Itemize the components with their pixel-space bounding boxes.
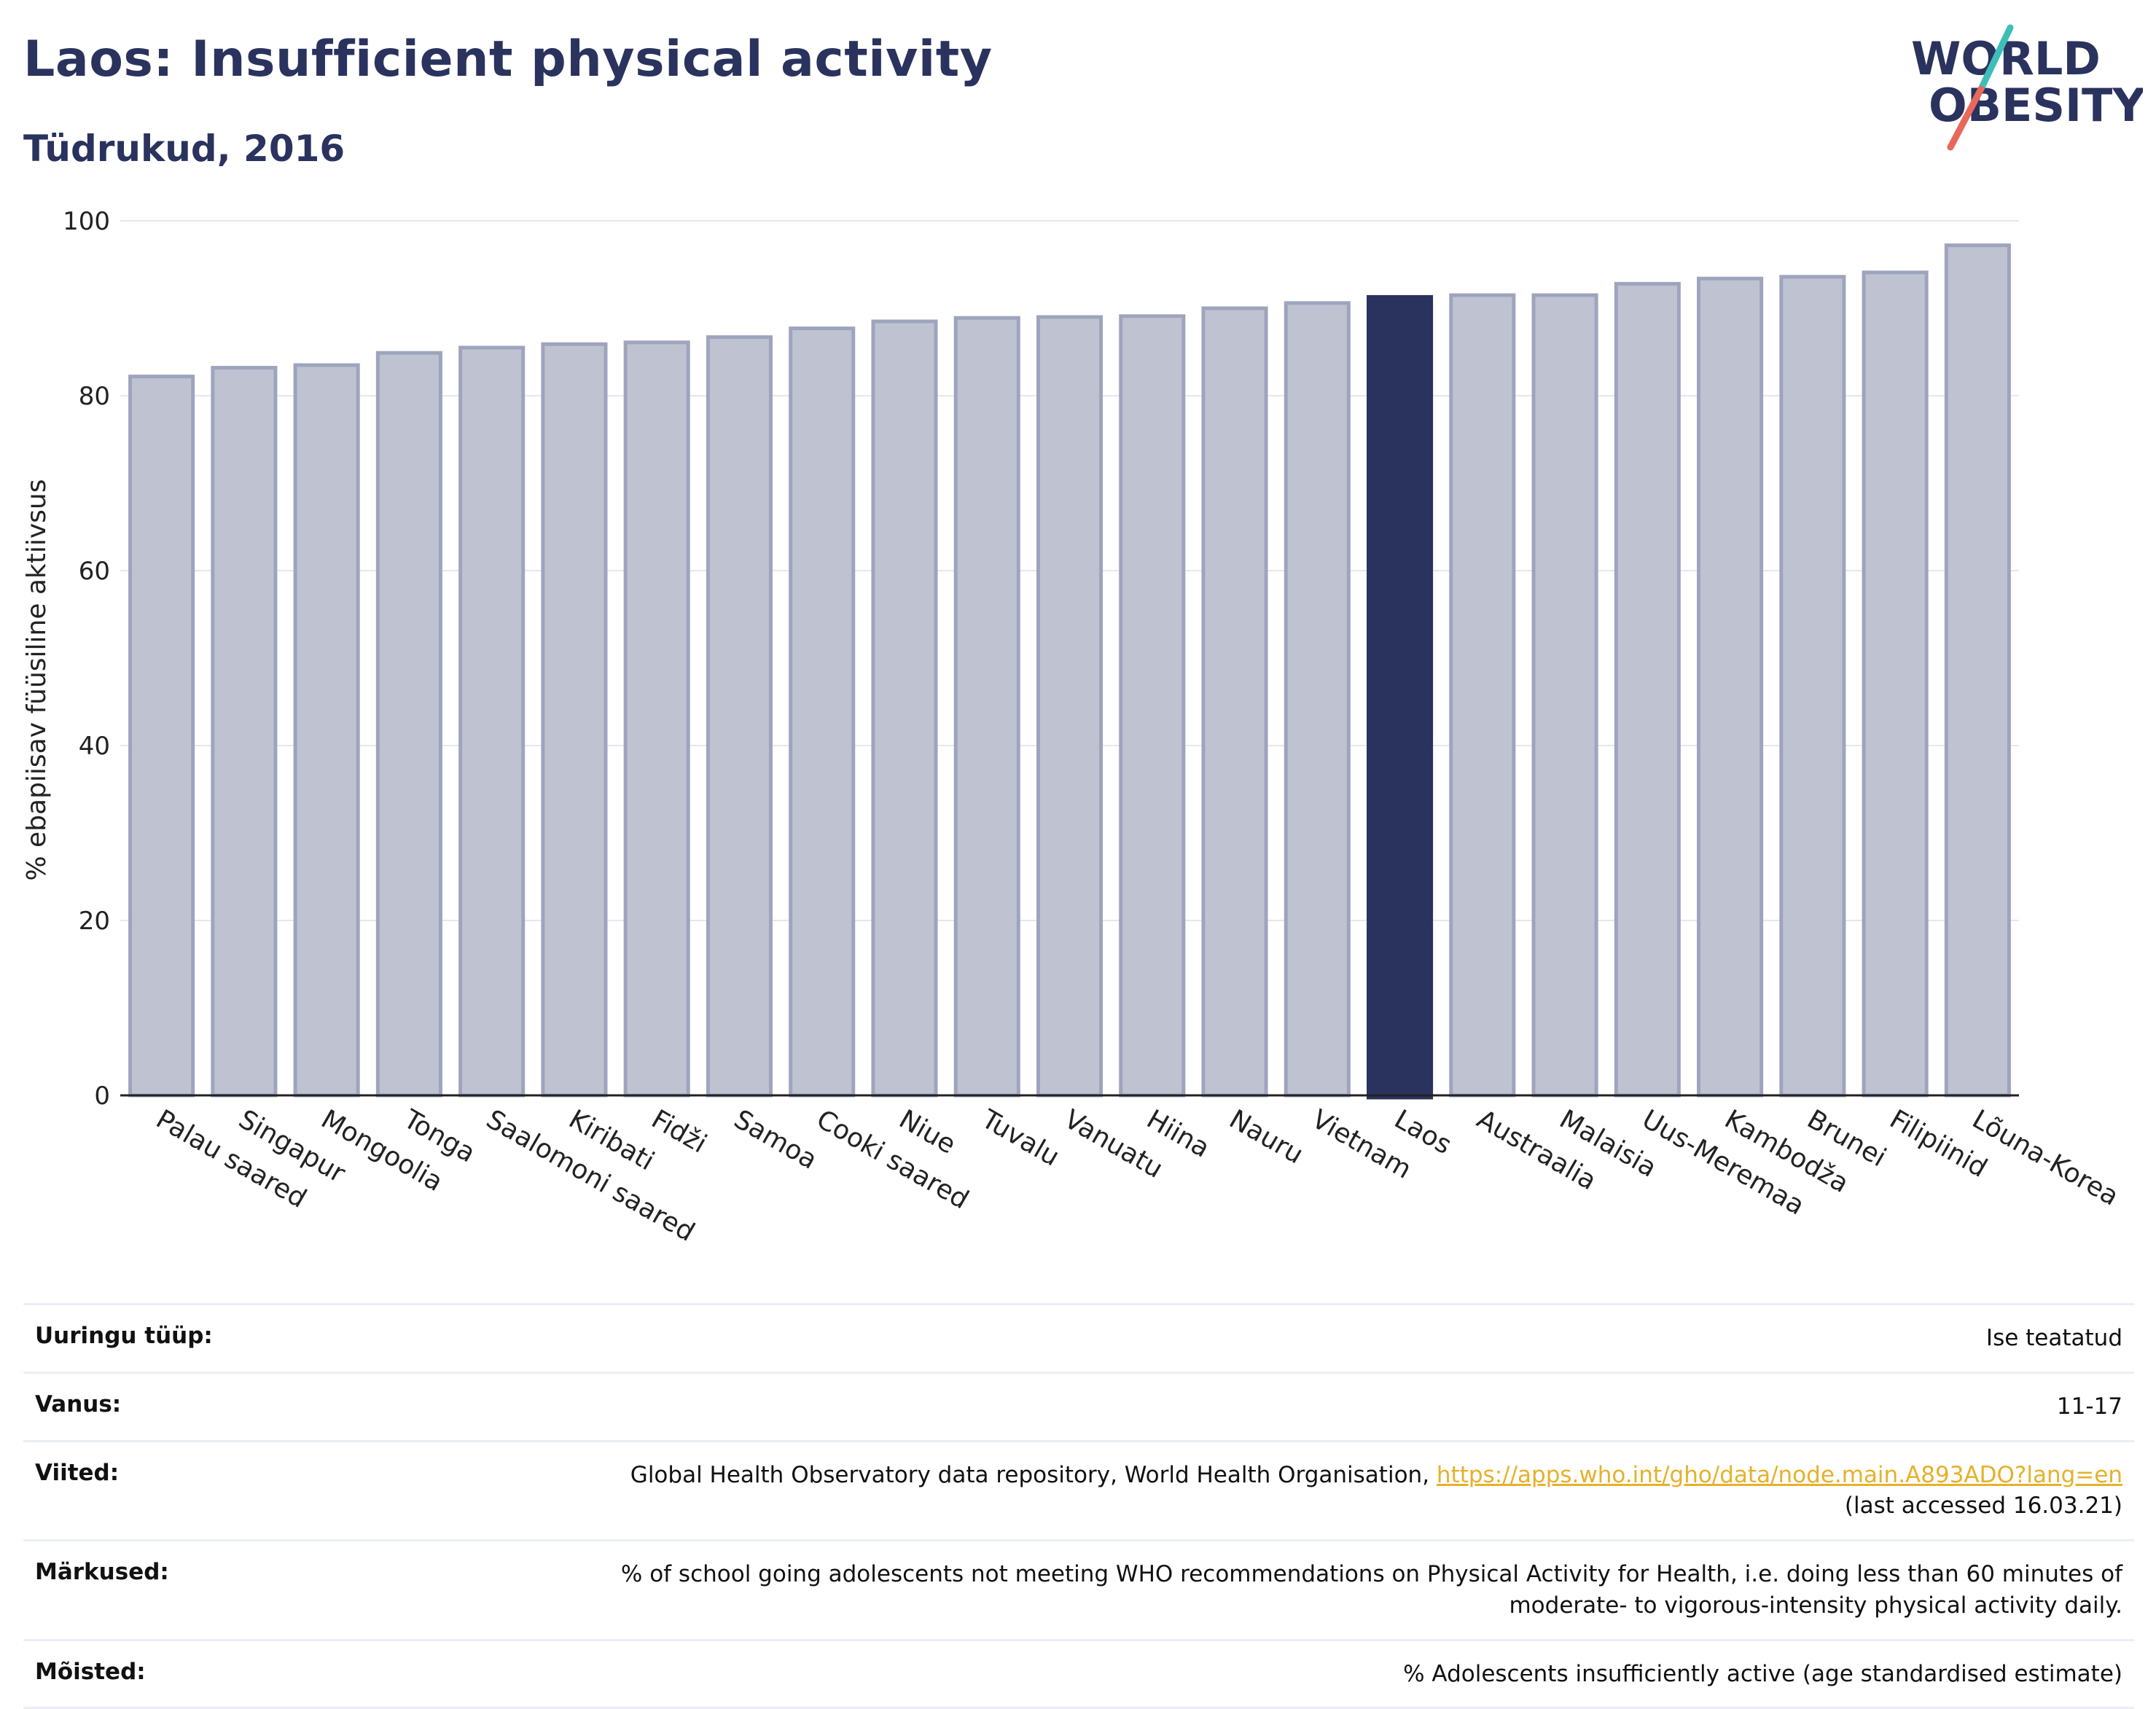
bar-4 xyxy=(458,345,526,1098)
age-value: 11-17 xyxy=(2056,1393,2122,1420)
chart-subtitle: Tüdrukud, 2016 xyxy=(23,128,345,170)
bar-21 xyxy=(1862,270,1929,1098)
references-label: Viited: xyxy=(35,1459,120,1486)
bar-15 xyxy=(1367,294,1434,1100)
x-tick-label-13: Nauru xyxy=(1225,1104,1308,1170)
references-text: Global Health Observatory data repositor… xyxy=(630,1461,1430,1488)
survey-type-label: Uuringu tüüp: xyxy=(35,1323,213,1349)
logo-slash-coral xyxy=(1947,85,1985,151)
notes-line-2: moderate- to vigorous-intensity physical… xyxy=(1509,1592,2122,1619)
definitions-label: Mõisted: xyxy=(35,1658,146,1685)
y-tick-label-0: 0 xyxy=(94,1082,110,1111)
bar-17 xyxy=(1531,293,1598,1098)
meta-row-notes: Märkused: % of school going adolescents … xyxy=(23,1539,2134,1639)
bar-1 xyxy=(211,366,278,1098)
logo-slash-teal xyxy=(1977,24,2014,93)
definitions-value: % Adolescents insufficiently active (age… xyxy=(1403,1660,2122,1687)
meta-row-definitions: Mõisted: % Adolescents insufficiently ac… xyxy=(23,1638,2134,1709)
bar-6 xyxy=(623,340,690,1098)
bar-3 xyxy=(375,351,442,1098)
bar-14 xyxy=(1284,301,1351,1098)
y-tick-label-100: 100 xyxy=(63,207,110,236)
bar-7 xyxy=(706,335,773,1098)
bar-11 xyxy=(1036,315,1104,1098)
bars xyxy=(128,243,2011,1100)
x-tick-label-10: Tuvalu xyxy=(976,1104,1064,1173)
notes-value: % of school going adolescents not meetin… xyxy=(621,1559,2122,1622)
bar-20 xyxy=(1779,275,1846,1098)
meta-row-age: Vanus: 11-17 xyxy=(23,1371,2134,1440)
y-tick-label-60: 60 xyxy=(79,557,110,586)
bar-13 xyxy=(1201,306,1268,1098)
meta-row-survey-type: Uuringu tüüp: Ise teatatud xyxy=(23,1303,2134,1372)
survey-type-value: Ise teatatud xyxy=(1985,1325,2122,1351)
references-value: Global Health Observatory data repositor… xyxy=(630,1460,2122,1522)
y-tick-labels: 0 20 40 60 80 100 xyxy=(63,207,110,1111)
bar-0 xyxy=(128,375,195,1098)
age-label: Vanus: xyxy=(35,1391,122,1417)
y-tick-label-40: 40 xyxy=(79,732,110,761)
x-tick-label-8: Cooki saared xyxy=(811,1104,974,1215)
meta-row-references: Viited: Global Health Observatory data r… xyxy=(23,1439,2134,1540)
notes-line-1: % of school going adolescents not meetin… xyxy=(620,1561,2122,1588)
bar-22 xyxy=(1944,243,2011,1098)
y-tick-label-80: 80 xyxy=(79,382,110,411)
bar-2 xyxy=(293,363,360,1098)
references-accessed: (last accessed 16.03.21) xyxy=(1844,1493,2122,1520)
bar-10 xyxy=(953,316,1020,1098)
bar-8 xyxy=(789,326,856,1098)
x-tick-label-7: Samoa xyxy=(729,1104,822,1176)
bar-9 xyxy=(871,319,938,1098)
notes-label: Märkused: xyxy=(35,1559,169,1586)
metadata-table: Uuringu tüüp: Ise teatatud Vanus: 11-17 … xyxy=(23,1303,2134,1709)
bar-18 xyxy=(1614,281,1681,1098)
y-tick-label-20: 20 xyxy=(79,907,110,936)
bar-16 xyxy=(1449,293,1516,1098)
bar-12 xyxy=(1119,314,1186,1098)
chart-title: Laos: Insufficient physical activity xyxy=(23,31,993,88)
bar-19 xyxy=(1697,276,1764,1098)
bar-5 xyxy=(541,342,608,1098)
world-obesity-logo: WORLD OBESITY xyxy=(1911,24,2143,151)
references-link[interactable]: https://apps.who.int/gho/data/node.main.… xyxy=(1436,1461,2122,1488)
y-axis-title: % ebapiisav füüsiline aktiivsus xyxy=(22,479,52,880)
